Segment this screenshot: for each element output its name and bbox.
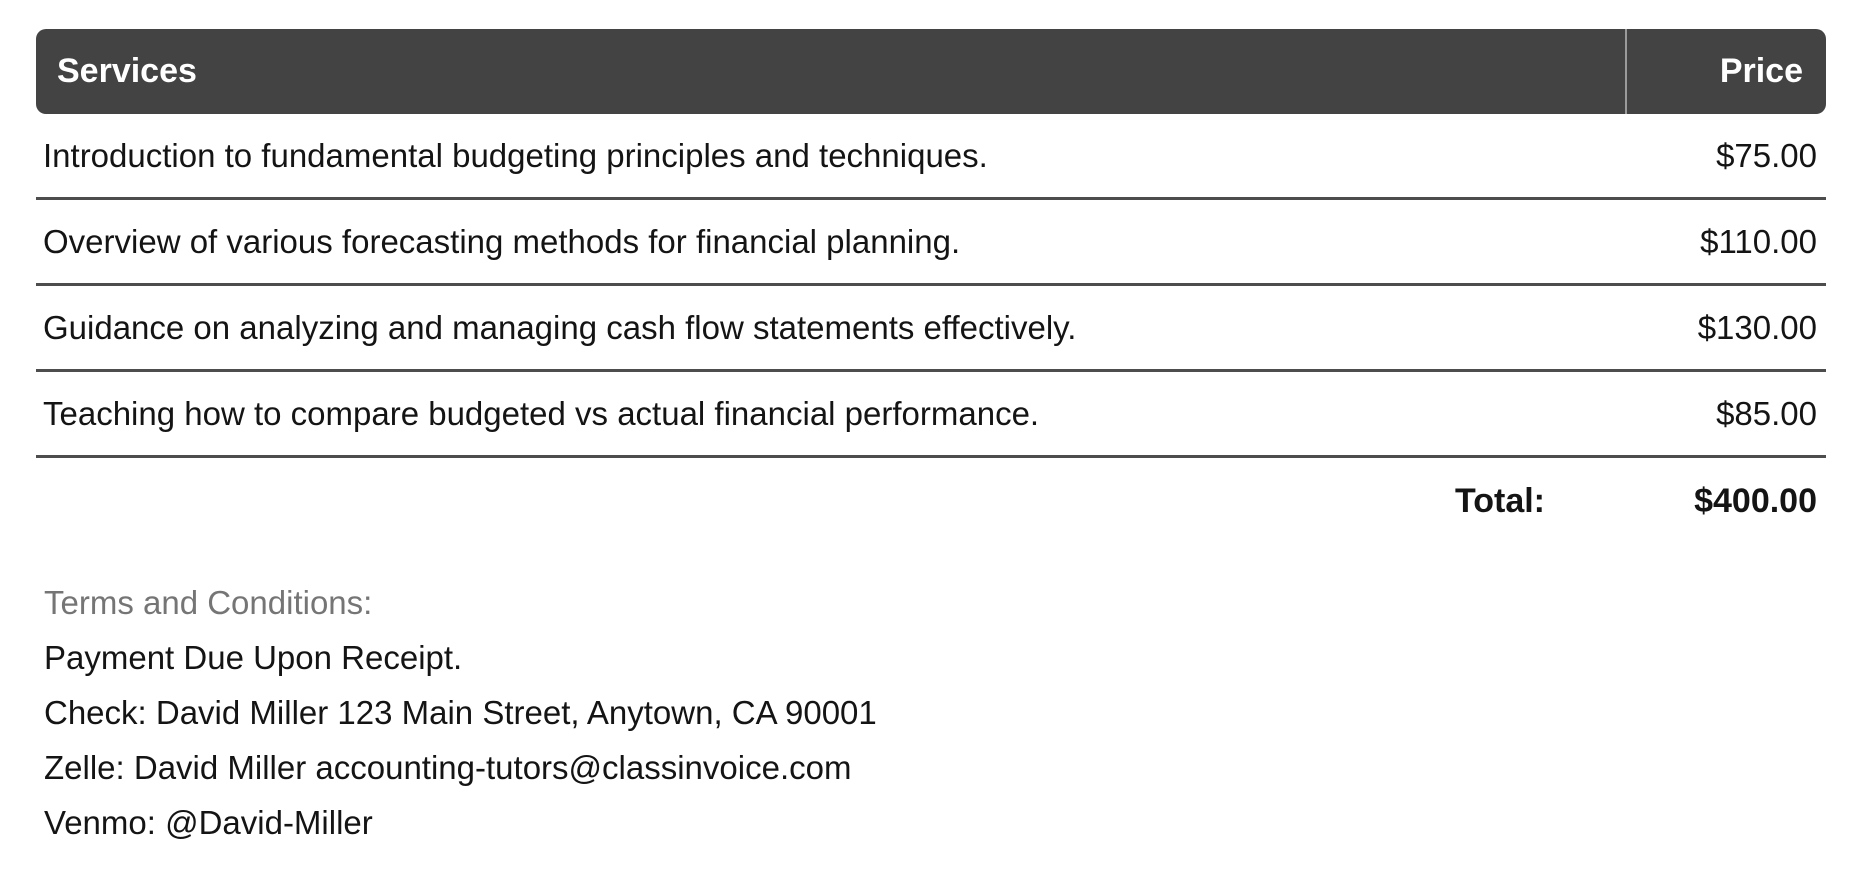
total-label: Total: — [1454, 482, 1545, 520]
service-price: $85.00 — [1716, 394, 1817, 432]
terms-heading: Terms and Conditions: — [44, 584, 373, 621]
services-column-header: Services — [57, 52, 197, 90]
service-price: $75.00 — [1716, 136, 1817, 174]
services-table-header: Services Price — [36, 29, 1826, 114]
terms-line-check: Check: David Miller 123 Main Street, Any… — [44, 694, 877, 731]
price-column-header: Price — [1719, 52, 1803, 90]
total-row: Total: $400.00 — [36, 458, 1826, 545]
table-row: Overview of various forecasting methods … — [36, 200, 1826, 286]
service-description: Introduction to fundamental budgeting pr… — [43, 136, 988, 174]
service-description: Overview of various forecasting methods … — [43, 222, 961, 260]
terms-line-payment: Payment Due Upon Receipt. — [44, 639, 463, 676]
terms-line-venmo: Venmo: @David-Miller — [44, 804, 373, 841]
table-row: Introduction to fundamental budgeting pr… — [36, 114, 1826, 200]
total-value: $400.00 — [1694, 482, 1817, 520]
header-column-divider — [1625, 29, 1627, 114]
terms-and-conditions-section: Terms and Conditions: Payment Due Upon R… — [36, 575, 1826, 850]
table-row: Guidance on analyzing and managing cash … — [36, 286, 1826, 372]
service-description: Guidance on analyzing and managing cash … — [43, 308, 1077, 346]
terms-line-zelle: Zelle: David Miller accounting-tutors@cl… — [44, 749, 852, 786]
service-price: $130.00 — [1697, 308, 1817, 346]
service-description: Teaching how to compare budgeted vs actu… — [43, 394, 1040, 432]
invoice-document: Services Price Introduction to fundament… — [36, 29, 1826, 850]
service-price: $110.00 — [1700, 222, 1817, 260]
table-row: Teaching how to compare budgeted vs actu… — [36, 372, 1826, 458]
